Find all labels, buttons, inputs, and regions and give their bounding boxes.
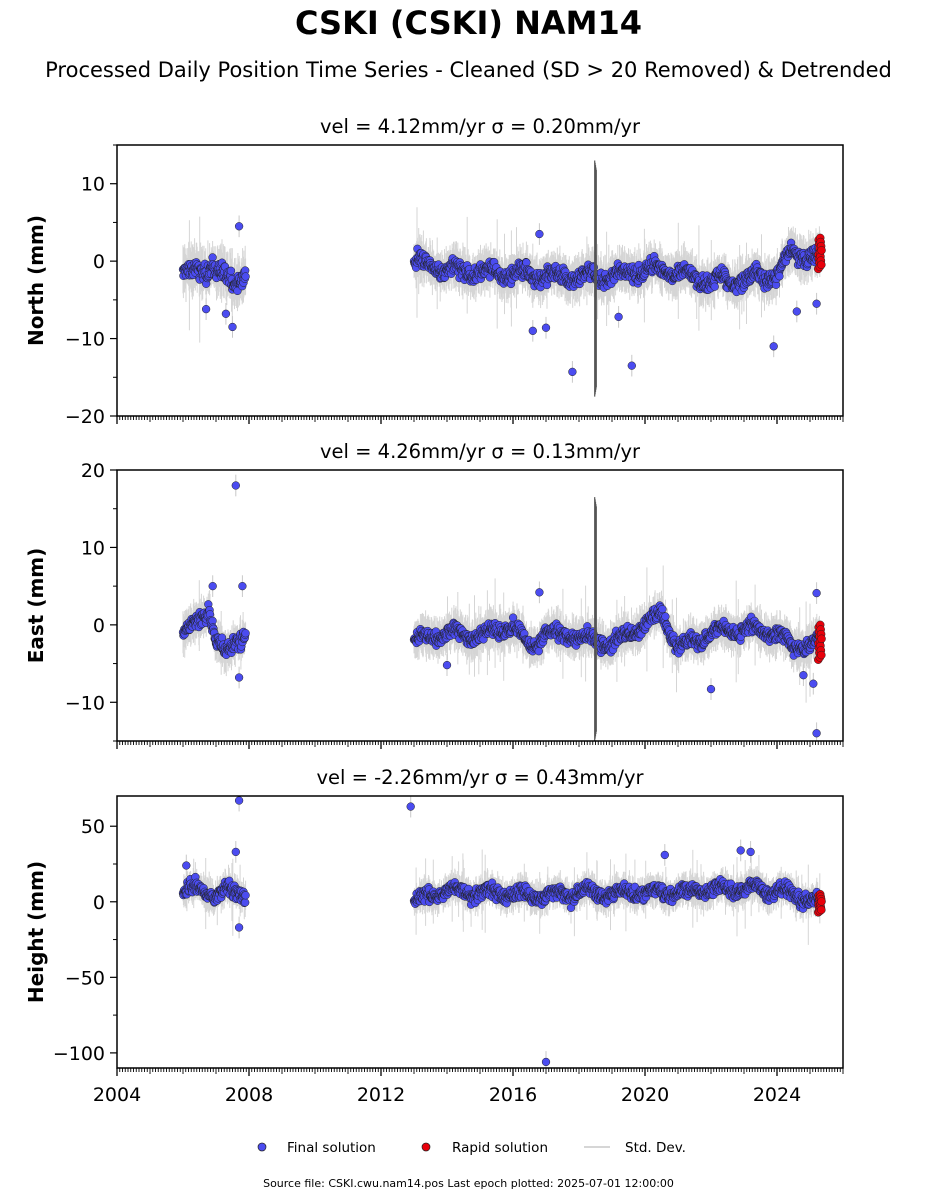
y-tick-label: −10 [65,692,105,714]
data-point [534,647,543,656]
rapid-point [817,260,826,270]
outlier-point [627,361,636,370]
y-tick-label: 0 [93,615,105,637]
outlier-point [799,671,808,680]
data-point [208,253,217,262]
outlier-point [208,581,217,591]
outlier-point [234,222,244,231]
outlier-point [812,299,821,308]
outlier-point [231,481,240,490]
outlier-point [234,673,244,682]
data-point [522,258,531,267]
panel-north: −20 −10 0 10 vel = 4.12mm/yr σ = 0.20mm/yr No… [24,115,844,428]
data-point [226,266,236,275]
outlier-point [238,581,247,591]
y-tick-label: −20 [65,406,105,428]
outlier-point [769,342,778,351]
page-subtitle: Processed Daily Position Time Series - C… [45,58,892,82]
y-tick-label: −10 [65,329,105,351]
outlier-point [614,312,623,322]
data-point [217,633,227,642]
y-tick-label: 10 [81,174,105,196]
outlier-point [812,588,821,598]
panel-title: vel = 4.12mm/yr σ = 0.20mm/yr [320,115,641,138]
outlier-point [228,322,237,332]
outlier-point [528,326,537,335]
data-point [241,272,250,281]
outlier-point [812,729,821,738]
plot-area [178,160,826,397]
data-point [775,272,784,281]
plot-frame [116,469,844,742]
outlier-point [201,304,211,314]
data-point [658,604,667,614]
y-tick-label: 20 [81,460,105,482]
y-axis-label: North (mm) [24,215,48,346]
data-point [661,612,670,621]
outlier-point [541,323,551,332]
outlier-point [442,660,452,670]
y-tick-label: 0 [93,251,105,273]
outlier-point [809,679,818,688]
outlier-point [221,309,231,318]
rapid-point [817,634,826,644]
final-points [178,600,824,660]
rapid-point [817,246,826,255]
data-point [710,282,719,291]
y-tick-label: 10 [81,537,105,559]
final-points [178,238,824,297]
outlier-point [706,684,716,694]
outlier-point [792,307,801,316]
data-point [241,629,250,638]
outlier-point [535,229,544,239]
rapid-point [817,650,826,660]
outlier-point [568,367,577,377]
page-title: CSKI (CSKI) NAM14 [294,4,643,42]
outlier-point [535,588,544,597]
plot-area [178,474,826,741]
